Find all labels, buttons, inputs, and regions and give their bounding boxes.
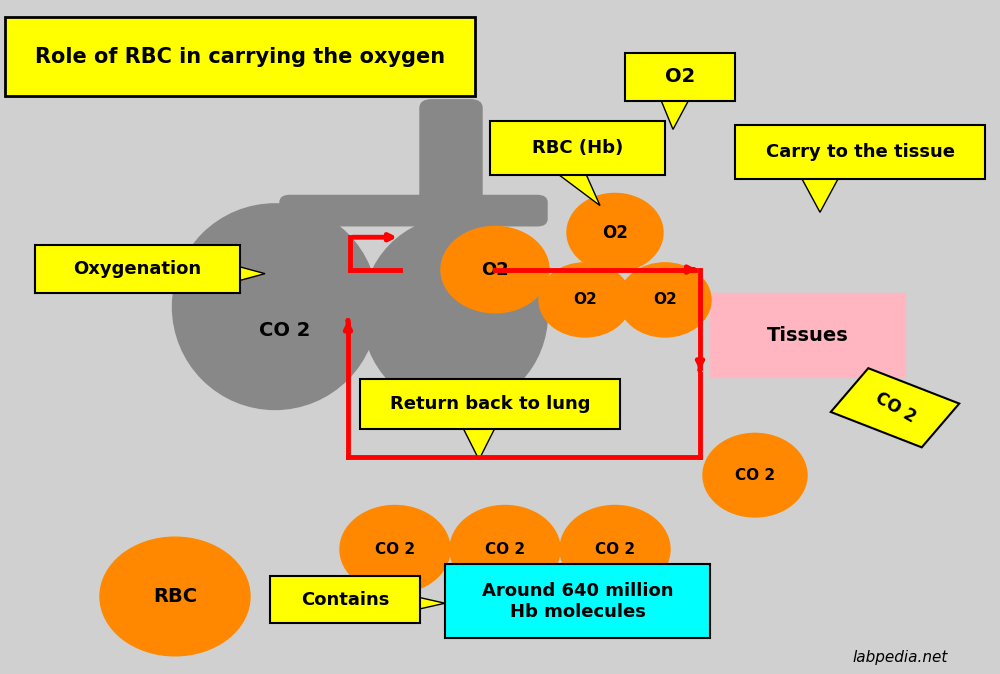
Text: CO 2: CO 2 [375,542,415,557]
Ellipse shape [450,506,560,593]
FancyBboxPatch shape [360,379,620,429]
FancyBboxPatch shape [831,368,959,448]
Text: Oxygenation: Oxygenation [73,260,202,278]
Text: Around 640 million
Hb molecules: Around 640 million Hb molecules [482,582,673,621]
Ellipse shape [441,226,549,313]
Polygon shape [462,426,496,460]
Ellipse shape [340,506,450,593]
Polygon shape [800,175,840,212]
Polygon shape [415,596,445,610]
Ellipse shape [362,217,548,409]
FancyBboxPatch shape [270,576,420,623]
FancyBboxPatch shape [280,195,445,226]
Text: RBC: RBC [153,587,197,606]
Text: Contains: Contains [301,591,389,609]
Text: Return back to lung: Return back to lung [390,395,590,413]
FancyBboxPatch shape [445,564,710,638]
Text: O2: O2 [653,293,677,307]
FancyBboxPatch shape [35,245,240,293]
Ellipse shape [539,263,631,337]
Polygon shape [555,172,600,206]
FancyBboxPatch shape [422,195,547,226]
Text: CO 2: CO 2 [595,542,635,557]
Ellipse shape [560,506,670,593]
Text: Carry to the tissue: Carry to the tissue [766,143,954,160]
Text: CO 2: CO 2 [872,389,918,427]
FancyBboxPatch shape [735,125,985,179]
Text: O2: O2 [602,224,628,241]
Text: CO 2: CO 2 [485,542,525,557]
Polygon shape [660,98,690,129]
Ellipse shape [100,537,250,656]
Text: Tissues: Tissues [767,326,848,345]
FancyBboxPatch shape [625,53,735,101]
Ellipse shape [703,433,807,517]
Ellipse shape [619,263,711,337]
Text: RBC (Hb): RBC (Hb) [532,140,623,157]
FancyBboxPatch shape [710,293,905,377]
Text: CO 2: CO 2 [735,468,775,483]
FancyBboxPatch shape [5,17,475,96]
Ellipse shape [567,193,663,272]
Ellipse shape [173,204,378,409]
Text: CO 2: CO 2 [259,321,311,340]
Text: O2: O2 [573,293,597,307]
Text: labpedia.net: labpedia.net [852,650,948,665]
Text: O2: O2 [665,67,695,86]
Text: O2: O2 [481,261,509,278]
Polygon shape [235,266,265,282]
FancyBboxPatch shape [490,121,665,175]
FancyBboxPatch shape [420,100,482,231]
Text: Role of RBC in carrying the oxygen: Role of RBC in carrying the oxygen [35,47,445,67]
